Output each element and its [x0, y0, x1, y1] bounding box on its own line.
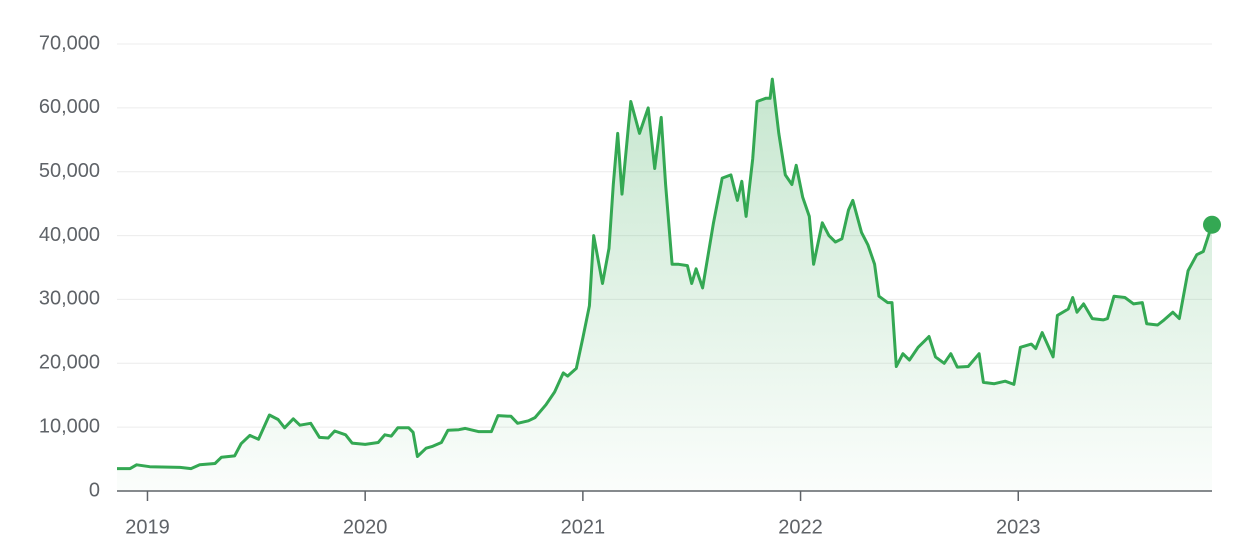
x-tick-label: 2023 [996, 516, 1041, 538]
x-tick-label: 2020 [343, 516, 388, 538]
y-tick-label: 10,000 [39, 415, 100, 437]
area [117, 79, 1212, 491]
price-line [117, 77, 1214, 471]
x-tick-label: 2022 [778, 516, 823, 538]
x-tick-label: 2021 [561, 516, 606, 538]
y-tick-label: 30,000 [39, 288, 100, 310]
y-tick-label: 40,000 [39, 224, 100, 246]
y-tick-label: 0 [89, 479, 100, 501]
x-tick-label: 2019 [125, 516, 170, 538]
end-point [1203, 215, 1221, 234]
y-tick-label: 20,000 [39, 352, 100, 374]
y-tick-label: 60,000 [39, 96, 100, 118]
y-tick-label: 50,000 [39, 160, 100, 182]
y-tick-label: 70,000 [39, 32, 100, 54]
